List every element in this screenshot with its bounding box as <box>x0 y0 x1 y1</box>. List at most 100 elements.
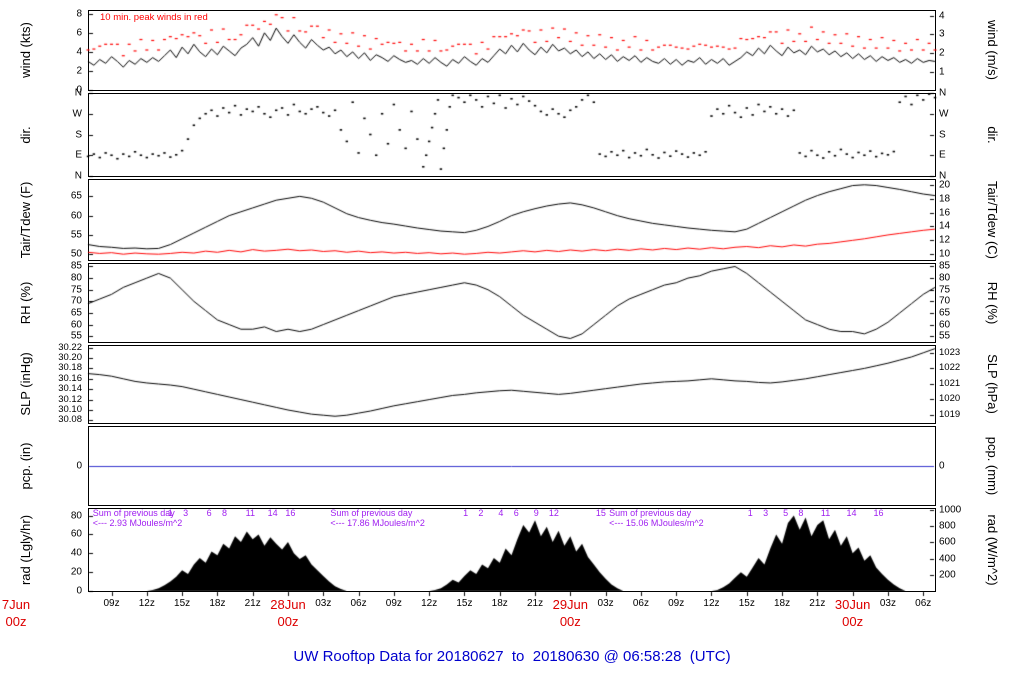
rh-ytick-left: 55 <box>70 330 82 342</box>
xtick-label: 21z <box>244 598 261 609</box>
hour-text: 00z <box>5 614 27 629</box>
slp-ytick-right: 1023 <box>939 347 961 359</box>
chart-title: UW Rooftop Data for 20180627 to 20180630… <box>293 648 731 665</box>
rad-ytick-left: 40 <box>70 547 82 559</box>
rad-hour-mark: 3 <box>763 508 769 518</box>
rad-sum-value-1: <--- 2.93 MJoules/m^2 <box>92 518 183 528</box>
wind-ytick-right: 4 <box>939 10 945 22</box>
date-label-27jun-clipped: 7Jun 00z <box>2 596 30 630</box>
dir-ytick-left: W <box>72 108 82 120</box>
hour-text: 00z <box>842 614 864 629</box>
slp-ytick-right: 1020 <box>939 392 961 404</box>
xtick-label: 18z <box>209 598 226 609</box>
xtick-label: 06z <box>915 598 932 609</box>
rad-hour-mark: 5 <box>783 508 789 518</box>
xtick-label: 18z <box>774 598 791 609</box>
rh-ytick-right: 70 <box>939 295 951 307</box>
rad-ytick-left: 20 <box>70 566 82 578</box>
tair-ylabel-left: Tair/Tdew (F) <box>17 181 33 258</box>
rh-ylabel-right: RH (%) <box>985 281 1001 324</box>
pcp-ylabel-left: pcp. (in) <box>17 442 33 489</box>
wind-ylabel-right: wind (m/s) <box>985 20 1001 80</box>
xtick-label: 03z <box>879 598 896 609</box>
rad-hour-mark: 3 <box>183 508 189 518</box>
rad-hour-mark: 8 <box>221 508 227 518</box>
rh-ytick-left: 60 <box>70 319 82 331</box>
slp-ytick-left: 30.10 <box>58 403 82 415</box>
date-label-29jun: 29Jun 00z <box>553 596 588 630</box>
xtick-label: 21z <box>526 598 544 609</box>
dir-ytick-right: W <box>939 108 949 120</box>
rad-hour-mark: 8 <box>798 508 804 518</box>
rad-hour-mark: 11 <box>820 508 831 518</box>
tair-ytick-right: 18 <box>939 193 951 205</box>
rad-hour-mark: 14 <box>846 508 857 518</box>
hour-text: 00z <box>277 614 299 629</box>
xtick-label: 15z <box>456 598 473 609</box>
xtick-label: 18z <box>491 598 508 609</box>
date-text: 30Jun <box>834 597 871 612</box>
dir-ytick-right: E <box>939 149 946 161</box>
date-text: 7Jun <box>1 597 31 612</box>
tair-ytick-right: 20 <box>939 179 951 191</box>
xtick-label: 15z <box>738 598 755 609</box>
dir-ytick-right: N <box>939 170 947 182</box>
rad-ytick-left: 80 <box>70 510 82 522</box>
slp-ytick-left: 30.08 <box>58 414 82 426</box>
wind-peak-note: 10 min. peak winds in red <box>100 12 208 23</box>
rh-ytick-right: 55 <box>939 330 951 342</box>
wind-ytick-left: 2 <box>76 65 82 77</box>
rad-hour-mark: 16 <box>285 508 296 518</box>
wind-ytick-left: 8 <box>76 8 82 20</box>
xtick-label: 03z <box>315 598 332 609</box>
date-label-30jun: 30Jun 00z <box>835 596 870 630</box>
slp-ytick-left: 30.14 <box>58 382 82 394</box>
wind-ytick-right: 2 <box>939 47 945 59</box>
rh-ytick-left: 80 <box>70 272 82 284</box>
xtick-label: 12z <box>421 598 438 609</box>
date-text: 28Jun <box>270 597 306 612</box>
tair-ytick-right: 14 <box>939 220 951 232</box>
rad-ylabel-left: rad (Lgly/hr) <box>17 514 33 585</box>
tair-ytick-right: 12 <box>939 234 951 246</box>
slp-ylabel-left: SLP (inHg) <box>17 352 33 416</box>
xtick-label: 09z <box>103 598 120 609</box>
xtick-label: 09z <box>385 598 402 609</box>
rh-ytick-right: 65 <box>939 307 951 319</box>
rad-hour-mark: 2 <box>478 508 484 518</box>
rad-hour-mark: 6 <box>513 508 519 518</box>
wind-ytick-left: 4 <box>76 46 82 58</box>
pcp-ylabel-right: pcp. (mm) <box>985 436 1001 495</box>
rad-hour-mark: 1 <box>747 508 753 518</box>
rad-hour-mark: 15 <box>595 508 606 518</box>
rad-sum-value-2: <--- 17.86 MJoules/m^2 <box>330 518 425 528</box>
rad-ytick-right: 400 <box>939 553 956 565</box>
slp-ylabel-right: SLP (hPa) <box>985 354 1001 414</box>
rad-ytick-right: 200 <box>939 569 956 581</box>
rh-ytick-left: 65 <box>70 307 82 319</box>
rad-sum-value-3: <--- 15.06 MJoules/m^2 <box>609 518 704 528</box>
pcp-ytick-left: 0 <box>76 460 82 471</box>
rad-ytick-left: 60 <box>70 528 82 540</box>
tair-ytick-left: 50 <box>70 248 82 260</box>
rad-hour-mark: 12 <box>548 508 559 518</box>
rad-sum-note-1: Sum of previous day <box>92 508 175 518</box>
rad-hour-mark: 9 <box>533 508 539 518</box>
rh-ytick-right: 75 <box>939 284 951 296</box>
rad-ytick-left: 0 <box>76 585 82 597</box>
rad-ytick-right: 800 <box>939 520 956 532</box>
slp-ytick-left: 30.12 <box>58 393 82 405</box>
wind-ytick-right: 1 <box>939 66 945 78</box>
tair-ytick-left: 65 <box>70 190 82 202</box>
rad-ylabel-right: rad (W/m^2) <box>985 513 1001 586</box>
tair-ylabel-right: Tair/Tdew (C) <box>985 180 1001 259</box>
rad-ytick-right: 1000 <box>939 504 962 516</box>
rad-hour-mark: 4 <box>498 508 504 518</box>
dir-ylabel-right: dir. <box>985 125 1001 144</box>
rad-hour-mark: 14 <box>267 508 278 518</box>
slp-ytick-left: 30.16 <box>58 372 82 384</box>
dir-ytick-right: N <box>939 87 947 99</box>
slp-ytick-left: 30.18 <box>58 362 82 374</box>
rad-hour-mark: 16 <box>873 508 884 518</box>
